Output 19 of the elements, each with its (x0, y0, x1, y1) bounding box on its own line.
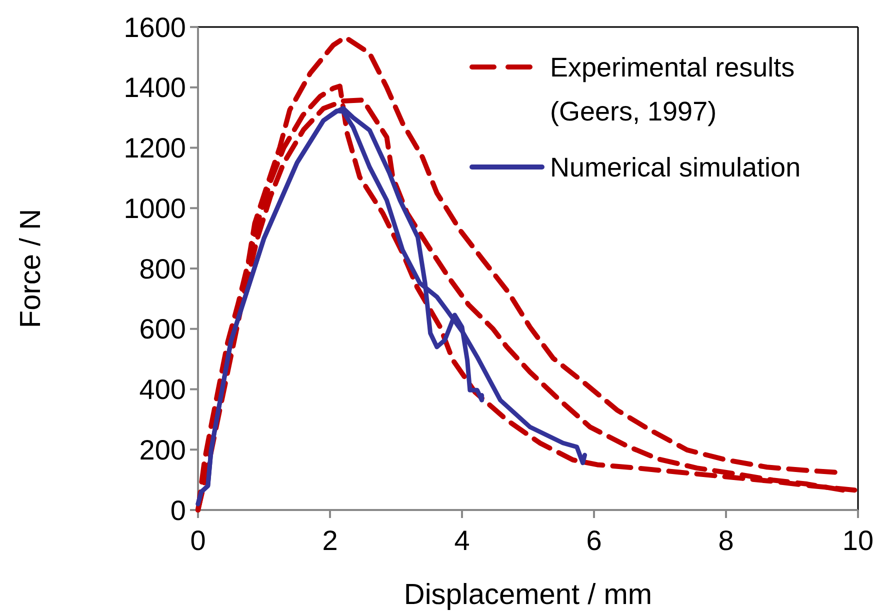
y-tick-label: 1000 (124, 192, 186, 224)
x-axis-title: Displacement / mm (404, 579, 652, 611)
y-axis-title: Force / N (15, 208, 47, 328)
y-tick-label: 200 (139, 434, 186, 466)
y-tick-label: 1200 (124, 132, 186, 164)
legend-label: Experimental results (Geers, 1997) (550, 52, 795, 126)
y-tick-label: 600 (139, 314, 186, 345)
y-tick-label: 800 (139, 253, 186, 284)
x-tick-label: 8 (718, 525, 734, 556)
legend-label: Numerical simulation (550, 152, 801, 182)
x-tick-label: 4 (454, 525, 470, 556)
x-tick-label: 6 (586, 525, 602, 556)
y-tick-label: 400 (139, 374, 186, 406)
x-tick-label: 0 (190, 525, 206, 556)
x-tick-label: 2 (322, 525, 338, 556)
y-tick-label: 1600 (124, 12, 186, 43)
y-tick-label: 0 (170, 494, 186, 526)
x-tick-label: 10 (842, 525, 874, 556)
y-tick-label: 1400 (124, 72, 186, 104)
